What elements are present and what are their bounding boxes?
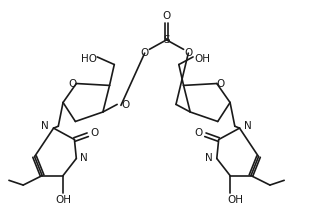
Text: N: N <box>41 121 49 131</box>
Text: O: O <box>90 128 99 138</box>
Text: OH: OH <box>228 195 244 204</box>
Text: OH: OH <box>55 195 71 204</box>
Text: O: O <box>162 11 171 21</box>
Text: O: O <box>68 79 77 89</box>
Text: O: O <box>195 128 203 138</box>
Text: O: O <box>141 48 149 58</box>
Text: N: N <box>205 153 213 163</box>
Text: O: O <box>184 48 192 58</box>
Text: S: S <box>163 35 170 45</box>
Text: OH: OH <box>195 54 211 64</box>
Text: O: O <box>121 100 129 110</box>
Text: O: O <box>216 79 225 89</box>
Text: N: N <box>244 121 252 131</box>
Text: N: N <box>80 153 88 163</box>
Text: HO: HO <box>81 54 97 64</box>
